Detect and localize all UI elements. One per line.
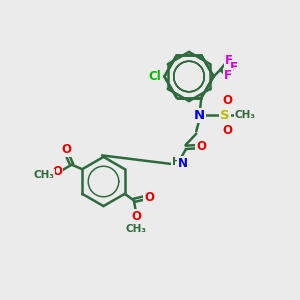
Text: H: H — [172, 157, 181, 167]
Text: N: N — [178, 157, 188, 170]
Text: O: O — [223, 94, 233, 107]
Text: CH₃: CH₃ — [34, 170, 55, 180]
Text: O: O — [223, 124, 233, 137]
Text: O: O — [196, 140, 206, 153]
Text: CH₃: CH₃ — [235, 110, 256, 120]
Text: Cl: Cl — [148, 70, 161, 83]
Text: O: O — [131, 210, 141, 223]
Text: CH₃: CH₃ — [126, 224, 147, 235]
Text: F: F — [230, 61, 238, 74]
Text: N: N — [194, 109, 206, 122]
Text: O: O — [61, 142, 71, 156]
Text: O: O — [144, 191, 154, 204]
Text: O: O — [52, 165, 62, 178]
Text: F: F — [225, 54, 232, 67]
Text: F: F — [224, 69, 232, 82]
Text: S: S — [220, 109, 230, 122]
